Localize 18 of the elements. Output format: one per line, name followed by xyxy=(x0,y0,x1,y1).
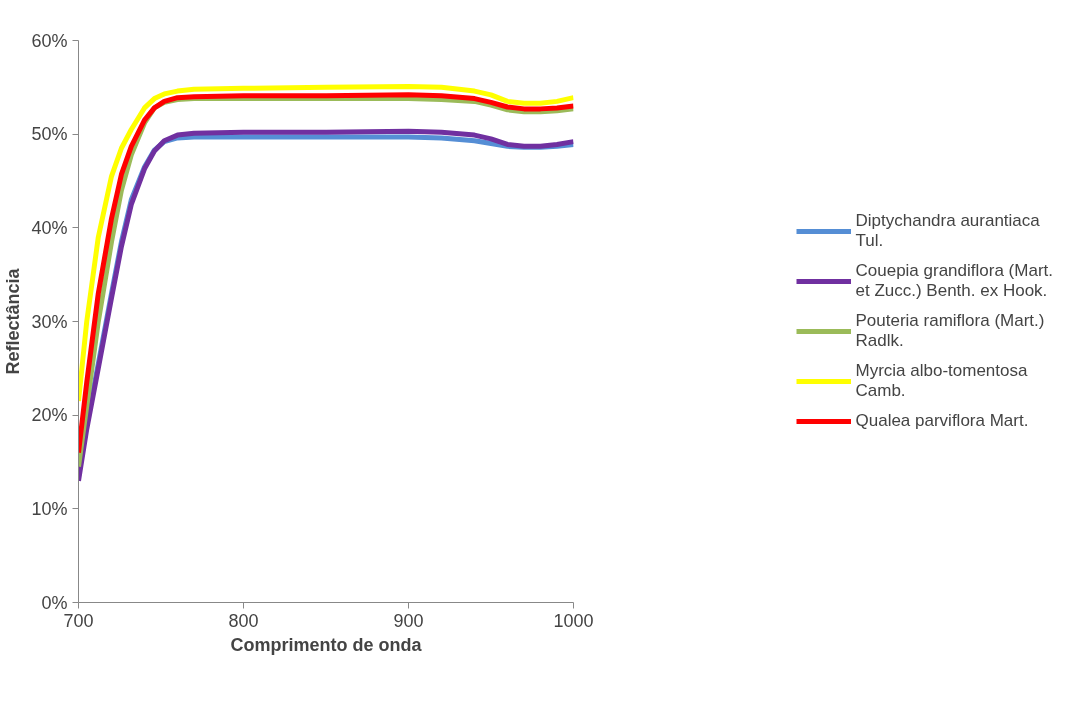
y-tick-label: 40% xyxy=(31,217,68,238)
x-tick-label: 700 xyxy=(63,610,94,631)
y-tick-label: 0% xyxy=(41,592,68,613)
legend-label: Couepia grandiflora (Mart. et Zucc.) Benth. ex Hook. xyxy=(855,261,1054,301)
x-tick-label: 900 xyxy=(393,610,424,631)
legend-label: Myrcia albo-tomentosa Camb. xyxy=(855,361,1029,401)
x-axis-title: Comprimento de onda xyxy=(230,634,423,655)
x-tick-label: 800 xyxy=(228,610,259,631)
y-tick-label: 50% xyxy=(31,124,68,145)
y-tick-label: 10% xyxy=(31,498,68,519)
legend-label: Diptychandra aurantiaca Tul. xyxy=(855,211,1041,251)
y-tick-label: 60% xyxy=(31,30,68,51)
y-axis-title: Reflectância xyxy=(3,267,24,375)
legend-label: Pouteria ramiflora (Mart.) Radlk. xyxy=(855,311,1046,351)
legend-label: Qualea parviflora Mart. xyxy=(855,411,1030,431)
y-tick-label: 20% xyxy=(31,405,68,426)
y-tick-label: 30% xyxy=(31,311,68,332)
x-tick-label: 1000 xyxy=(553,610,594,631)
